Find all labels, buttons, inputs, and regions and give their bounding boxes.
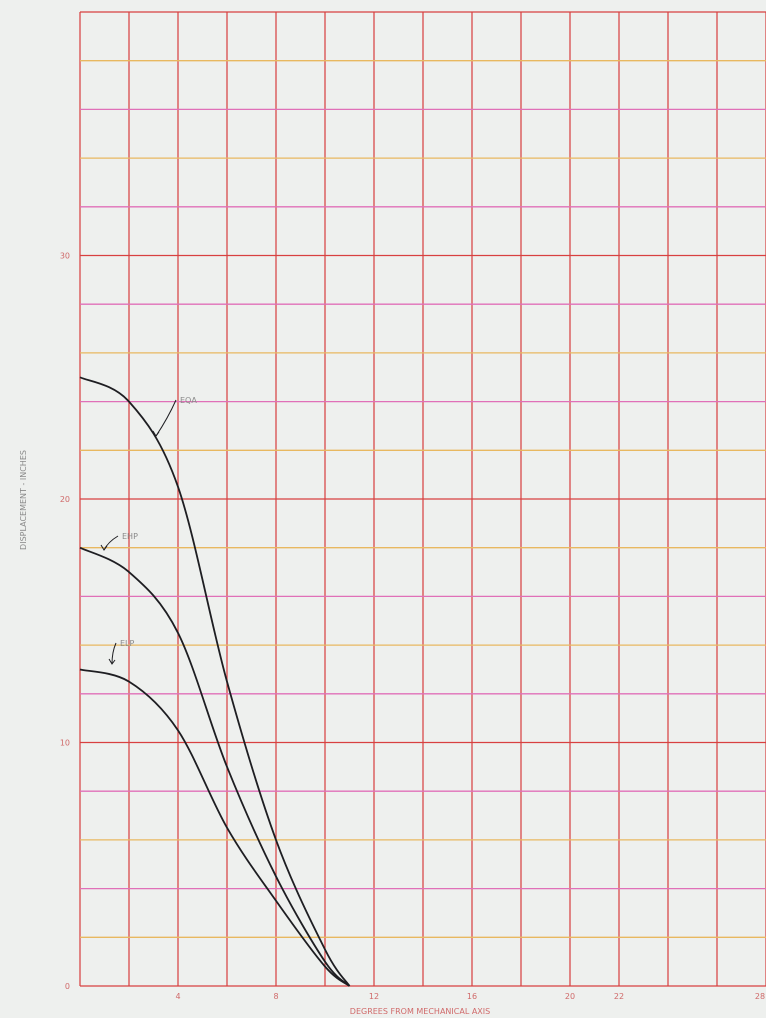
series-label-eqa: EQA xyxy=(180,396,197,405)
series-arrowhead-elp xyxy=(108,658,116,665)
y-axis-label: DISPLACEMENT - INCHES xyxy=(19,450,28,550)
x-tick-label: 28 xyxy=(755,992,765,1001)
series-line-elp xyxy=(79,668,351,987)
series-arrowhead-eqa xyxy=(152,430,160,437)
x-tick-label: 12 xyxy=(369,992,379,1001)
series-arrowhead-ehp xyxy=(100,544,108,551)
series-line-ehp xyxy=(79,546,351,987)
x-axis-label: DEGREES FROM MECHANICAL AXIS xyxy=(350,1007,490,1016)
ticks: 4 8 12 16 20 22 28 0 10 20 30 xyxy=(60,252,765,1002)
y-tick-label: 30 xyxy=(60,252,70,261)
y-tick-label: 10 xyxy=(60,739,70,748)
y-tick-label: 20 xyxy=(60,495,70,504)
x-tick-label: 20 xyxy=(565,992,575,1001)
series-label-elp: ELP xyxy=(120,639,135,648)
curves: EQA EHP ELP xyxy=(79,376,351,987)
x-tick-label: 16 xyxy=(467,992,477,1001)
x-tick-label: 8 xyxy=(273,992,278,1001)
x-tick-label: 22 xyxy=(614,992,624,1001)
series-line-eqa xyxy=(79,376,351,987)
x-tick-label: 4 xyxy=(175,992,180,1001)
y-tick-label: 0 xyxy=(65,982,70,991)
series-leader-elp xyxy=(111,642,117,665)
grid xyxy=(79,11,766,987)
series-label-ehp: EHP xyxy=(122,532,138,541)
